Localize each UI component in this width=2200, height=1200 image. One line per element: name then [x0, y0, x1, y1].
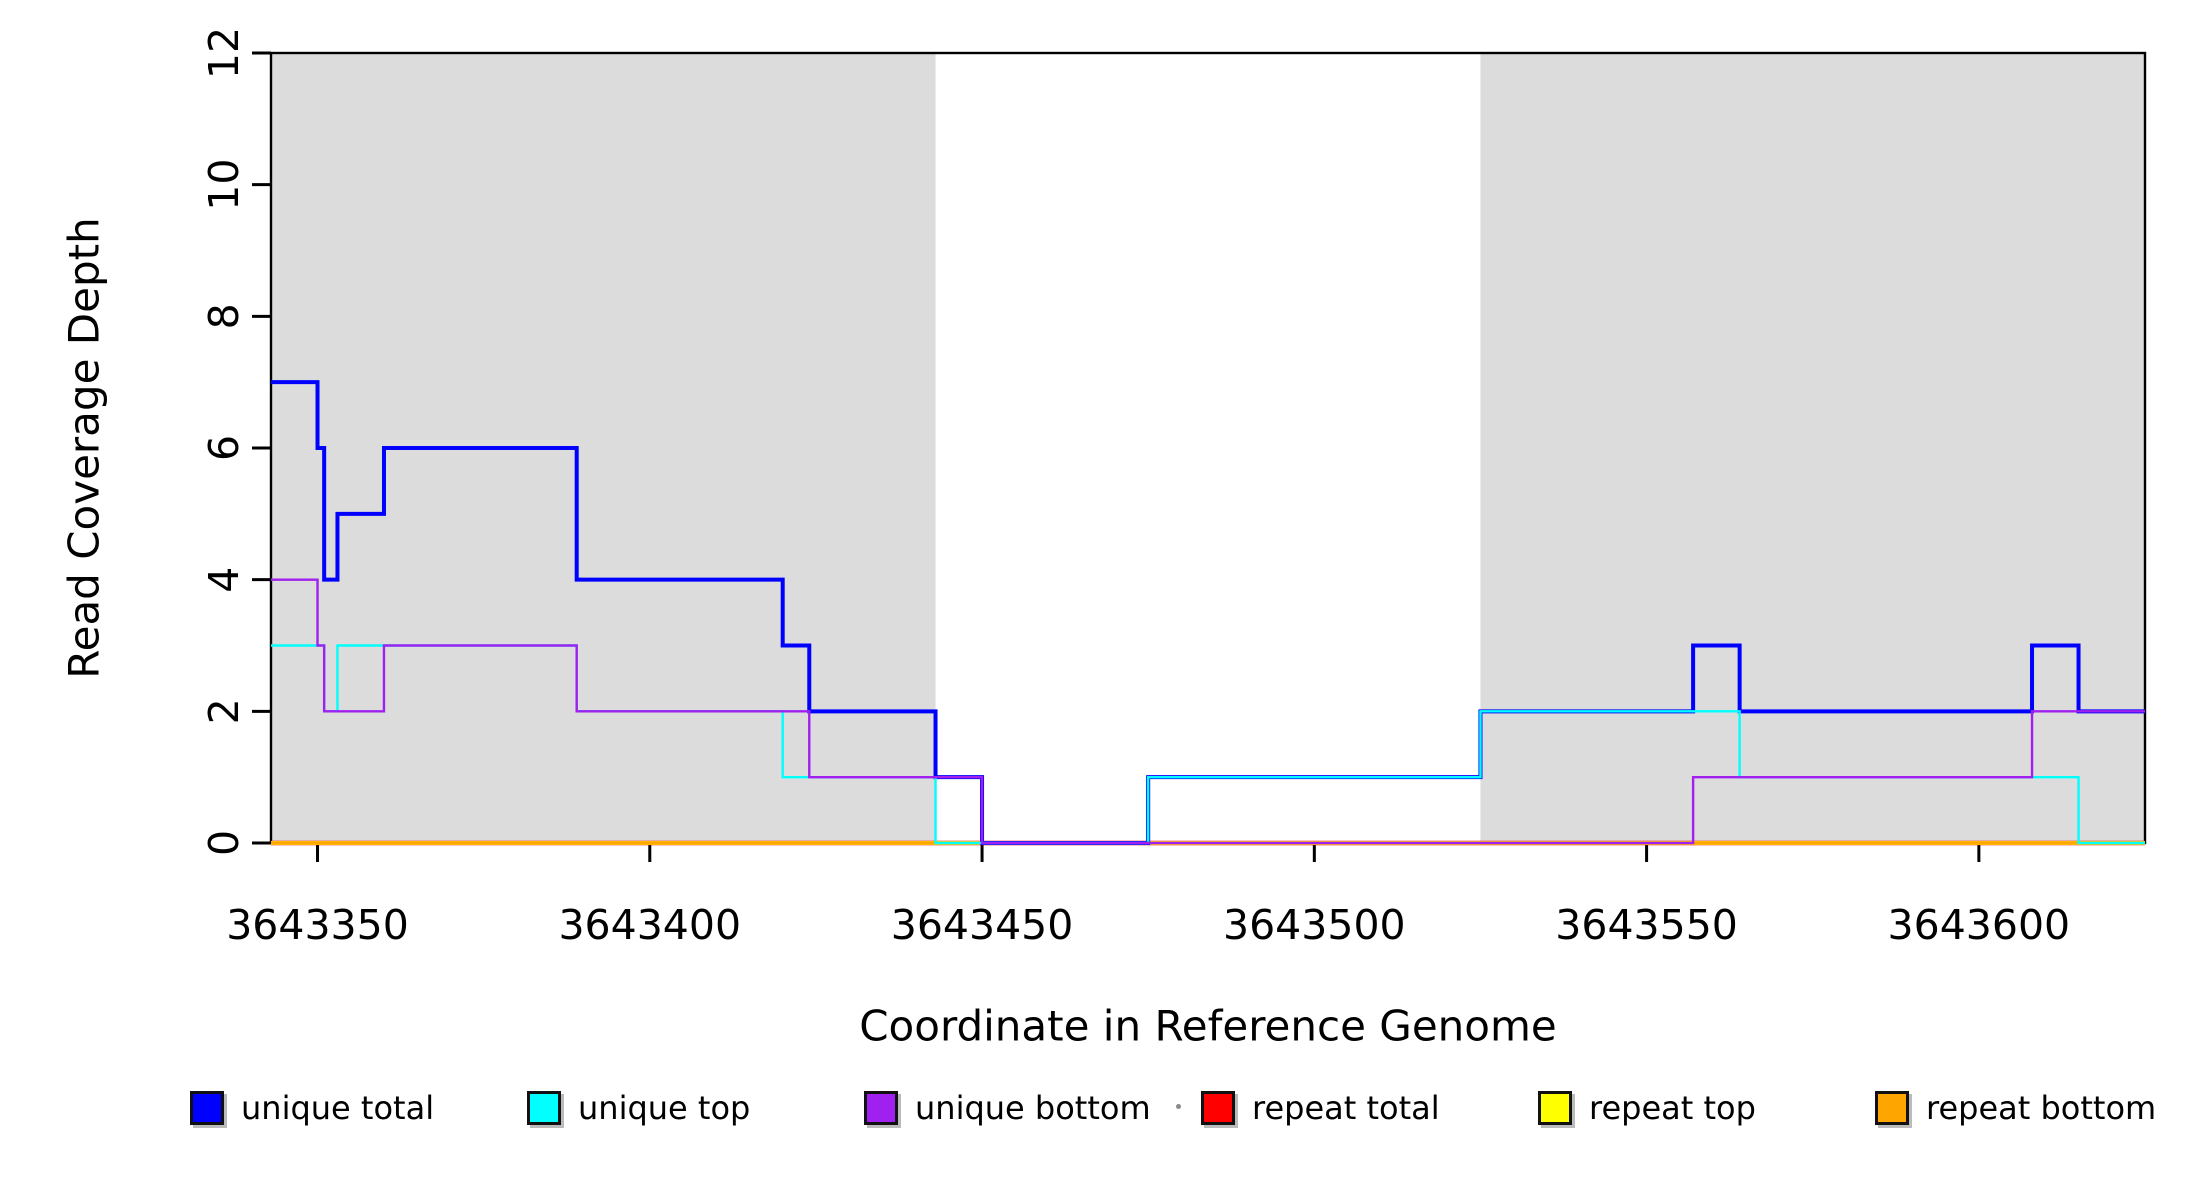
series-line-unique-top [271, 644, 2145, 845]
y-tick-label: 6 [200, 435, 248, 461]
shaded-region [1480, 53, 2145, 843]
series-line-unique-total [271, 380, 2145, 845]
y-axis-title: Read Coverage Depth [60, 217, 109, 678]
series-line-unique-bottom [271, 578, 2145, 845]
x-tick-label: 3643450 [891, 901, 1074, 949]
axis-ticks: 3643350 3643400 3643450 3643500 3643550 36436… [200, 27, 2070, 949]
x-tick-label: 3643400 [558, 901, 741, 949]
x-tick-label: 3643600 [1888, 901, 2071, 949]
x-tick-label: 3643550 [1555, 901, 1738, 949]
y-tick-label: 4 [200, 567, 248, 593]
y-tick-label: 10 [200, 159, 248, 211]
series-lines [271, 380, 2145, 846]
shaded-region [271, 53, 936, 843]
x-tick-label: 3643350 [226, 901, 409, 949]
y-tick-label: 12 [200, 27, 248, 79]
y-tick-label: 2 [200, 698, 248, 724]
x-axis-title: Coordinate in Reference Genome [859, 1002, 1557, 1051]
stray-dot [1176, 1104, 1181, 1109]
y-tick-label: 8 [200, 303, 248, 329]
x-tick-label: 3643500 [1223, 901, 1406, 949]
y-tick-label: 0 [200, 830, 248, 856]
